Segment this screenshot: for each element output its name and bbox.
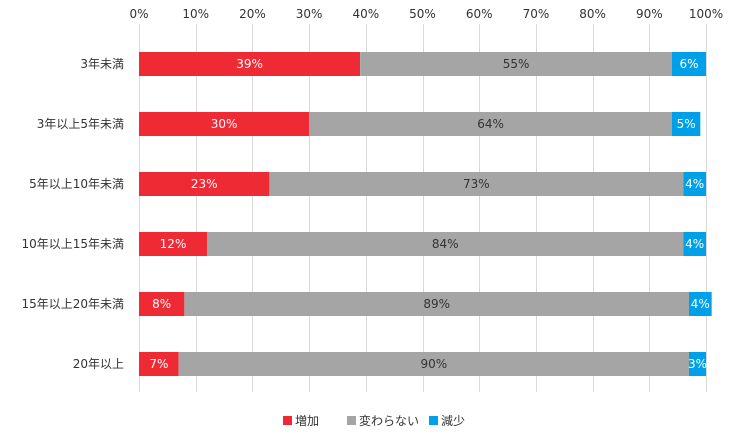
data-label: 7% [149,357,168,371]
legend: 増加 変わらない 減少 [283,413,465,428]
bar-segment [671,112,701,136]
bar-segment [269,172,684,196]
data-label: 30% [211,117,238,131]
data-label: 73% [463,177,490,191]
data-label: 39% [236,57,263,71]
bar-segment [671,52,706,76]
bar-segment [139,172,270,196]
x-tick-label: 50% [409,7,436,21]
x-tick-label: 0% [129,7,148,21]
data-label: 12% [160,237,187,251]
x-tick-label: 10% [182,7,209,21]
x-tick-label: 20% [239,7,266,21]
category-label: 3年未満 [80,57,124,71]
data-label: 64% [477,117,504,131]
category-label: 5年以上10年未満 [29,177,124,191]
x-tick-label: 40% [352,7,379,21]
category-label: 3年以上5年未満 [37,117,124,131]
bar-segment [184,292,689,316]
bar-segment [139,112,310,136]
bar-segment [139,292,185,316]
bar-segment [139,232,208,256]
bar-segment [178,352,689,376]
x-tick-label: 70% [523,7,550,21]
data-label: 55% [503,57,530,71]
bar-segment [139,52,361,76]
data-label: 5% [677,117,696,131]
data-label: 6% [679,57,698,71]
bar-segment [688,352,706,376]
category-label: 10年以上15年未満 [21,237,124,251]
data-label: 84% [432,237,459,251]
legend-swatch [283,416,292,425]
legend-label: 増加 [295,414,319,428]
bar-segment [683,172,706,196]
data-label: 3% [688,357,707,371]
legend-swatch [429,416,438,425]
x-tick-label: 60% [466,7,493,21]
data-label: 4% [691,297,710,311]
bar-segment [309,112,672,136]
x-axis-tick-labels: 0% 10% 20% 30% 40% 50% 60% 70% 80% 90% 100% [129,7,723,21]
grid-lines [139,24,707,392]
bar-segment [688,292,712,316]
bar-segment [360,52,672,76]
data-label: 4% [685,237,704,251]
category-labels: 3年未満 3年以上5年未満 5年以上10年未満 10年以上15年未満 15年以上20年未… [21,57,124,371]
x-tick-label: 90% [636,7,663,21]
category-label: 15年以上20年未満 [21,297,124,311]
x-tick-label: 100% [689,7,723,21]
bar-segment [139,352,179,376]
x-tick-label: 80% [579,7,606,21]
data-label: 90% [421,357,448,371]
legend-swatch [347,416,356,425]
bar-segment [683,232,706,256]
data-label: 4% [685,177,704,191]
bar-segment [207,232,684,256]
legend-label: 減少 [441,413,465,428]
bars: 39% 55% 6% 30% 64% 5% 23% 73% 4% 12% 84% 4% 8% 89% 4% 7… [139,52,712,376]
data-label: 8% [152,297,171,311]
data-label: 23% [191,177,218,191]
x-tick-label: 30% [296,7,323,21]
data-label: 89% [423,297,450,311]
category-label: 20年以上 [73,357,124,371]
legend-label: 変わらない [359,413,419,428]
